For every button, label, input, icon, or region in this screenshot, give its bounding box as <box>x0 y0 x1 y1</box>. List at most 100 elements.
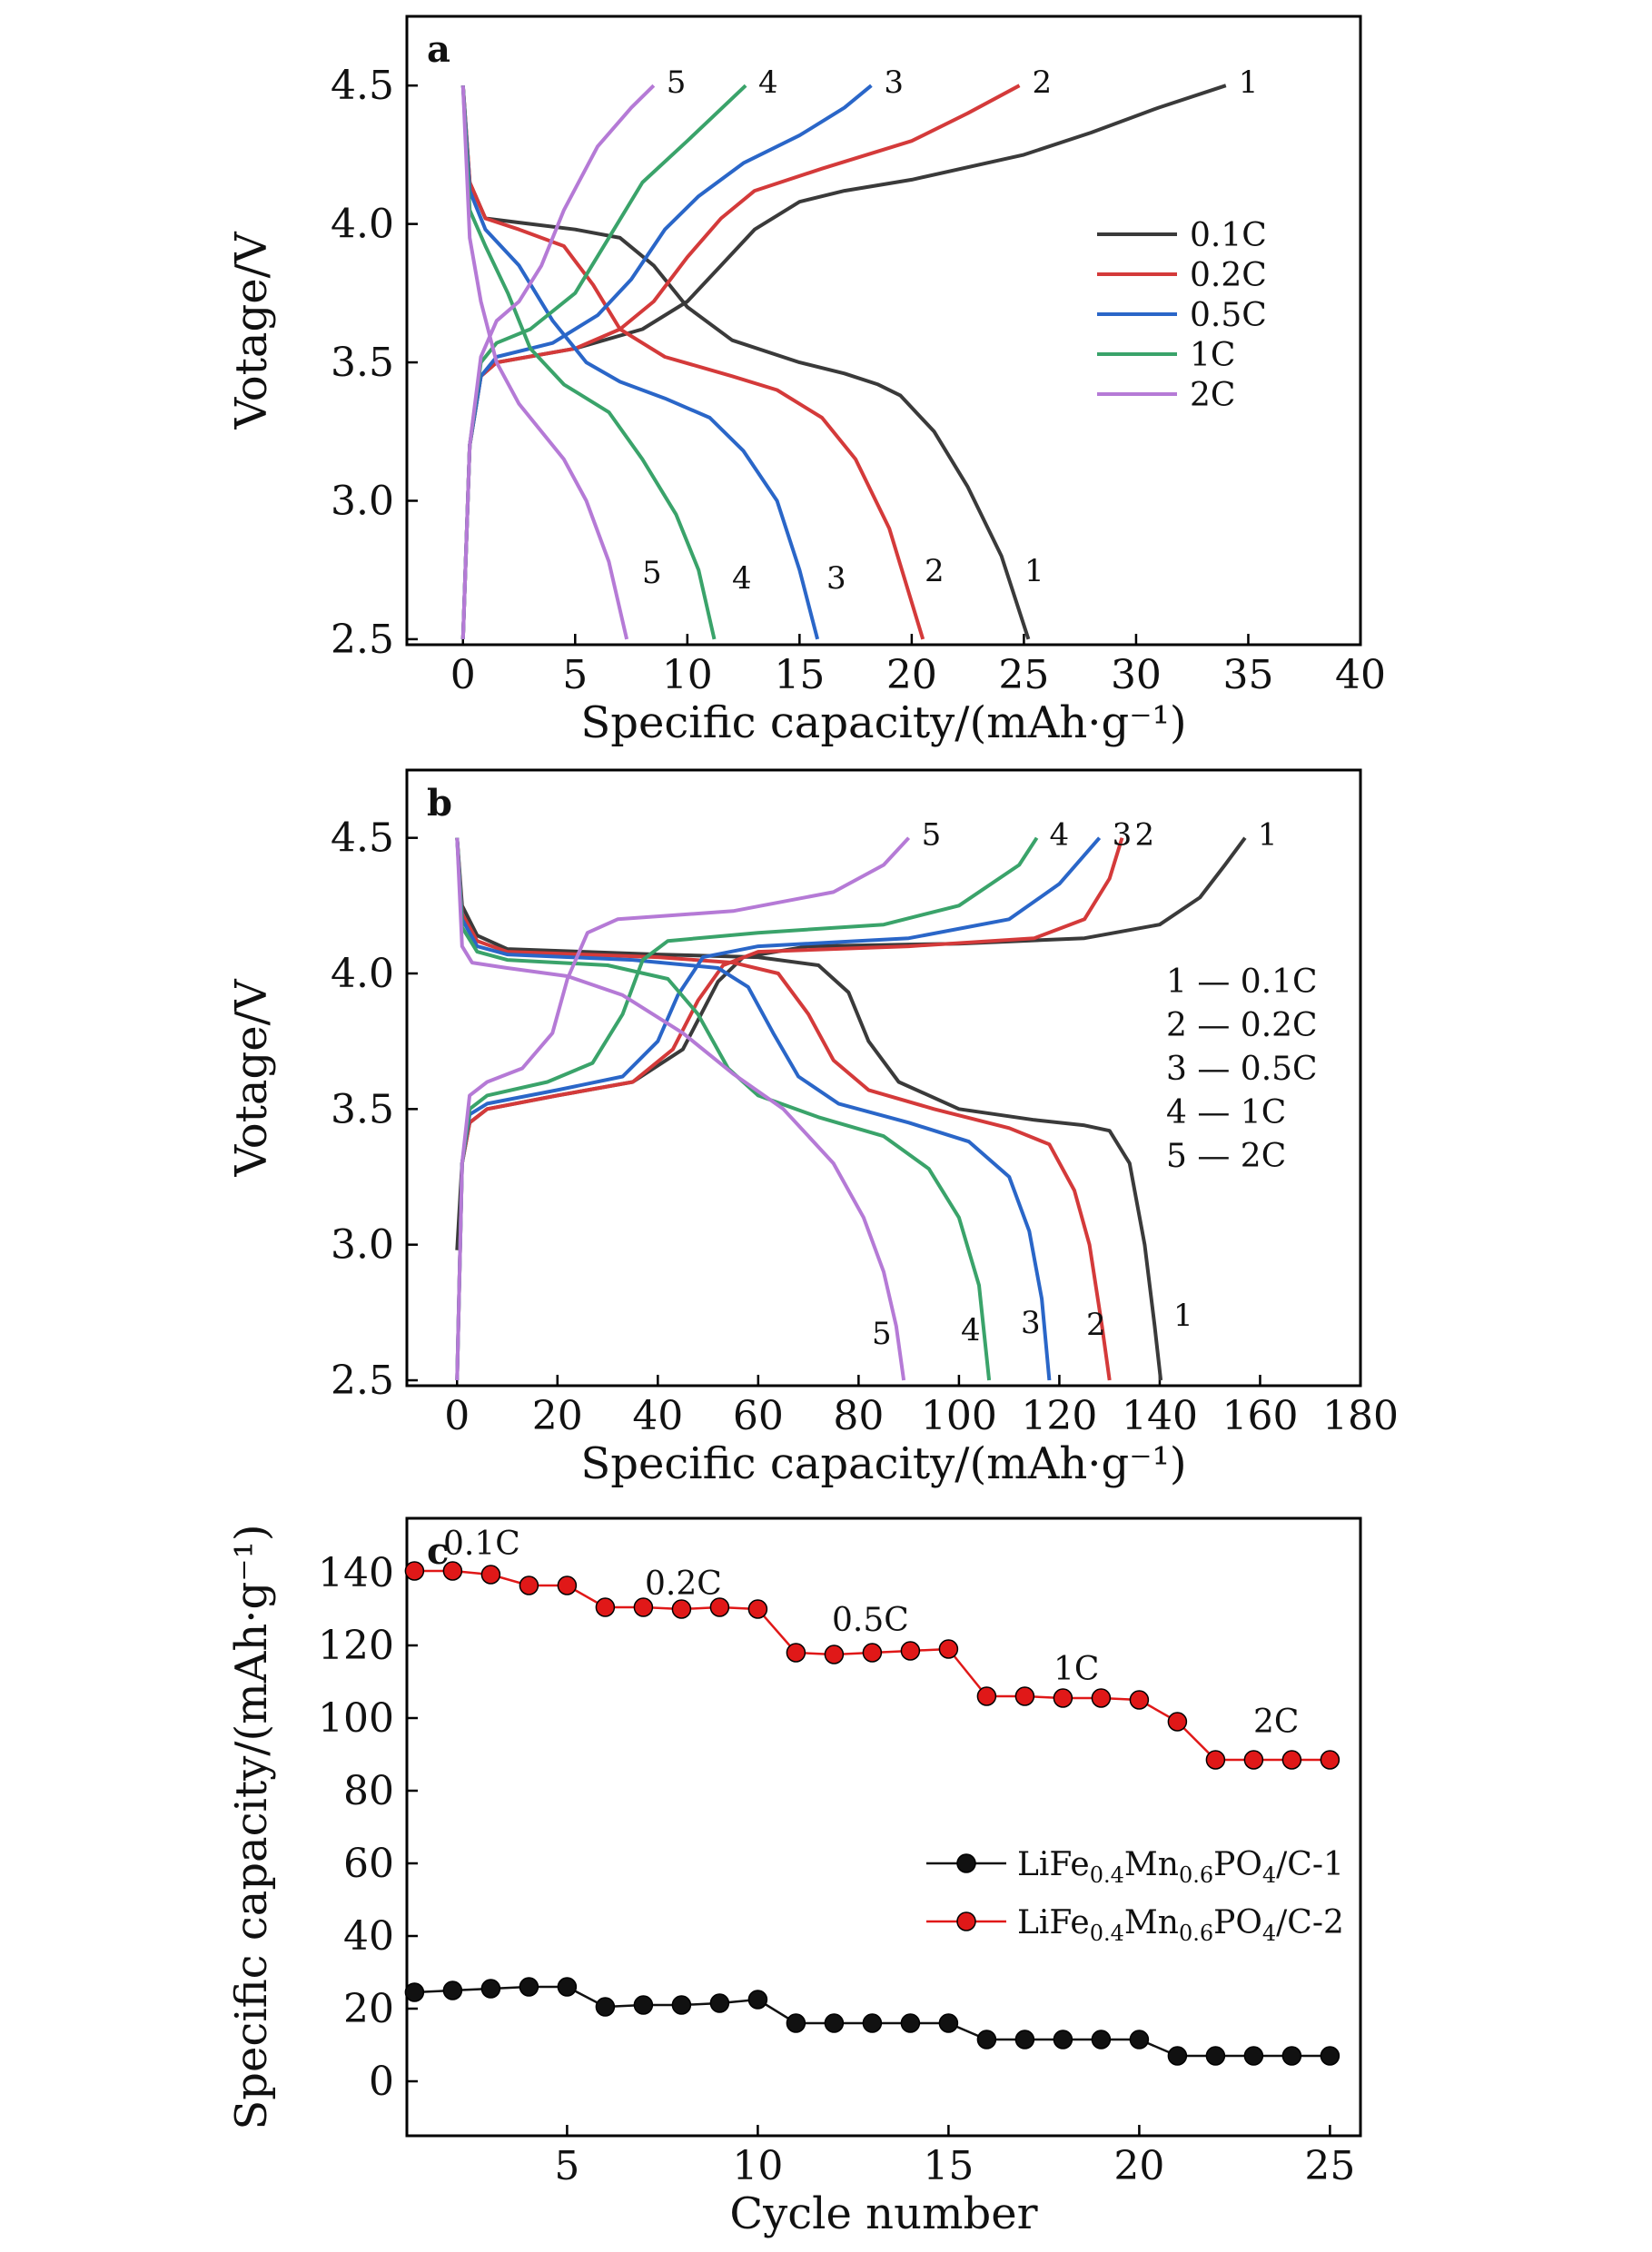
y-tick-label: 40 <box>343 1913 394 1960</box>
y-tick-label: 3.0 <box>331 1222 394 1269</box>
charge-curve-label: 1 <box>1258 817 1278 854</box>
rate-label: 0.1C <box>443 1526 520 1563</box>
legend-label: 2C <box>1190 377 1235 414</box>
rate-label: 0.5C <box>832 1602 909 1639</box>
y-tick-label: 0 <box>369 2059 394 2105</box>
y-axis-title: Votage/V <box>226 978 277 1177</box>
y-tick-label: 4.0 <box>331 951 394 997</box>
charge-curve-label: 3 <box>1113 817 1133 854</box>
legend-label: 3 — 0.5C <box>1166 1051 1318 1088</box>
series-line <box>414 1569 1331 1762</box>
legend-subscript: 0.4 <box>1090 1921 1124 1946</box>
x-tick-label: 5 <box>562 652 588 698</box>
y-tick-label: 20 <box>343 1986 394 2032</box>
legend-swatch-marker <box>956 1911 976 1931</box>
legend-label: LiFe0.4Mn0.6PO4/C-1 <box>1017 1846 1344 1888</box>
legend-label: 1C <box>1190 337 1235 374</box>
legend-swatch-marker <box>956 1853 976 1873</box>
data-point <box>786 2013 806 2033</box>
plot-frame <box>405 1516 1362 2138</box>
rate-label: 0.2C <box>645 1566 722 1603</box>
legend-text-part: /C-2 <box>1276 1904 1344 1941</box>
charge-curve <box>455 837 1124 1381</box>
y-tick-label: 4.0 <box>331 202 394 248</box>
x-tick-label: 15 <box>774 652 825 698</box>
discharge-curve-label: 3 <box>1021 1305 1041 1341</box>
legend-label: LiFe0.4Mn0.6PO4/C-2 <box>1017 1904 1344 1946</box>
series-2C: 55 <box>460 64 687 640</box>
panel-b-charge-discharge-chart: 0 20 40 60 80 100 120 140 160 180 2.5 3.0 3.5 4.0 4.5 S… <box>226 768 1399 1489</box>
x-tick-label: 20 <box>1113 2143 1164 2189</box>
data-point <box>709 1993 730 2013</box>
series-0.2C: 22 <box>455 817 1154 1381</box>
charge-curve <box>455 836 1247 1250</box>
legend-subscript: 0.6 <box>1179 1862 1213 1888</box>
x-tick-label: 40 <box>1335 652 1386 698</box>
data-point <box>671 1599 692 1619</box>
x-tick-label: 120 <box>1021 1393 1097 1439</box>
data-point <box>480 1565 501 1585</box>
discharge-curve-label: 5 <box>872 1316 892 1352</box>
legend-label: 0.2C <box>1190 257 1267 294</box>
legend-label: 0.1C <box>1190 217 1267 254</box>
data-point <box>1243 1750 1264 1770</box>
discharge-curve-label: 2 <box>925 553 945 589</box>
data-point <box>633 1597 654 1617</box>
data-point <box>709 1597 730 1617</box>
discharge-curve-label: 2 <box>1086 1307 1106 1343</box>
charge-curve <box>455 836 1102 1381</box>
data-point <box>747 1599 768 1619</box>
data-point <box>938 2013 959 2033</box>
series-0.5C: 33 <box>455 817 1133 1381</box>
discharge-curve <box>460 85 717 640</box>
x-tick-label: 20 <box>532 1393 583 1439</box>
legend-label: 2 — 0.2C <box>1166 1007 1318 1044</box>
data-point <box>1205 1750 1226 1770</box>
legend-label: 5 — 2C <box>1166 1138 1286 1175</box>
y-tick-label: 120 <box>318 1623 394 1669</box>
legend-label: 1 — 0.1C <box>1166 963 1318 1001</box>
y-tick-label: 4.5 <box>331 63 394 109</box>
panel-letter: a <box>427 28 450 71</box>
discharge-curve-label: 4 <box>961 1312 981 1348</box>
charge-curve-label: 4 <box>758 64 778 101</box>
charge-curve <box>460 84 873 639</box>
y-tick-label: 3.5 <box>331 1086 394 1132</box>
legend-label: 0.5C <box>1190 297 1267 334</box>
y-tick-label: 2.5 <box>331 617 394 663</box>
discharge-curve-label: 5 <box>642 555 662 591</box>
x-tick-label: 5 <box>554 2143 579 2189</box>
data-point <box>900 2013 921 2033</box>
data-point <box>404 1982 425 2002</box>
discharge-curve-label: 3 <box>826 560 846 597</box>
panel-c-rate-capability-chart: 5 10 15 20 25 0 20 40 60 80 100 120 140 Cycle number S… <box>226 1516 1362 2239</box>
charge-curve-label: 4 <box>1050 817 1070 854</box>
data-point <box>976 1686 997 1706</box>
x-tick-label: 25 <box>998 652 1049 698</box>
panel-letter: b <box>427 782 452 825</box>
legend-subscript: 0.6 <box>1179 1921 1213 1946</box>
series-1C: 44 <box>460 64 778 640</box>
data-point <box>557 1977 578 1997</box>
charge-curve-label: 3 <box>884 64 904 101</box>
y-axis-title: Specific capacity/(mAh·g⁻¹) <box>226 1524 277 2129</box>
charge-curve-label: 5 <box>667 64 687 101</box>
data-point <box>1281 1750 1302 1770</box>
y-tick-label: 80 <box>343 1768 394 1814</box>
y-axis-title: Votage/V <box>226 231 277 430</box>
data-point <box>519 1977 539 1997</box>
x-tick-label: 30 <box>1111 652 1162 698</box>
x-tick-label: 25 <box>1304 2143 1355 2189</box>
discharge-curve <box>455 837 1052 1381</box>
x-axis-title: Specific capacity/(mAh·g⁻¹) <box>580 697 1186 748</box>
data-point <box>1014 1686 1035 1706</box>
data-point <box>862 1643 883 1663</box>
data-point <box>519 1575 539 1595</box>
x-tick-label: 140 <box>1122 1393 1198 1439</box>
discharge-curve <box>460 85 820 640</box>
data-point <box>442 1980 463 2000</box>
series-c2 <box>404 1561 1340 1770</box>
discharge-curve <box>460 85 1031 640</box>
data-point <box>404 1561 425 1581</box>
